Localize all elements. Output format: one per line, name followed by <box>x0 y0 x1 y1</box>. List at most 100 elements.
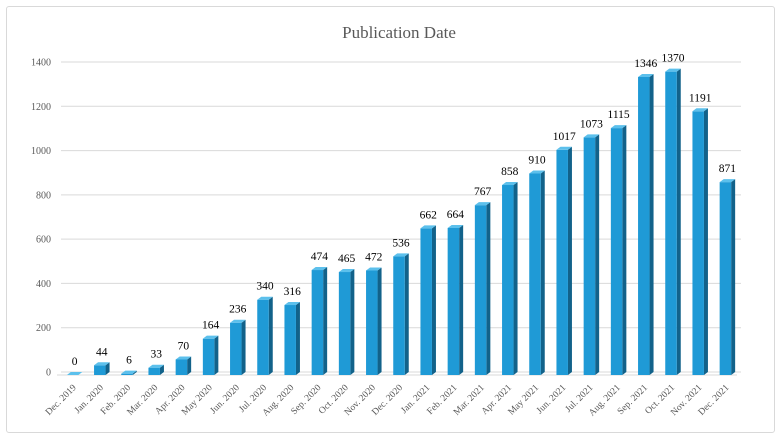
bar <box>66 372 83 375</box>
bar-side <box>486 202 491 375</box>
data-label: 767 <box>474 186 492 198</box>
bar-front <box>447 227 460 375</box>
bar-side <box>540 170 545 375</box>
data-label: 1370 <box>662 53 685 65</box>
bar <box>121 370 137 375</box>
y-tick-label: 1200 <box>31 102 51 113</box>
bar <box>719 179 736 375</box>
bar-top <box>474 202 491 206</box>
data-labels: 0 44 6 33 70 164 236 340 316 474 465 472 536 662 664 76… <box>72 53 737 368</box>
bar-front <box>230 322 242 375</box>
bar-front <box>502 185 514 375</box>
bar-top <box>502 182 518 186</box>
data-label: 858 <box>501 166 519 178</box>
data-label: 1017 <box>553 131 576 143</box>
bar-top <box>257 296 273 300</box>
bar-front <box>94 365 106 375</box>
bar-side <box>404 253 409 375</box>
bar-front <box>692 111 704 376</box>
bar-top <box>148 364 164 368</box>
bar-front <box>311 270 324 375</box>
x-tick-label: Jun. 2021 <box>535 383 568 416</box>
bar-front <box>338 272 351 375</box>
bar-side <box>567 146 572 375</box>
bar <box>94 362 110 375</box>
bar-top <box>420 225 436 229</box>
data-label: 662 <box>420 209 438 221</box>
bar-top <box>529 170 545 174</box>
data-label: 1073 <box>580 118 603 130</box>
bar-front <box>393 256 405 375</box>
data-label: 1115 <box>608 109 630 121</box>
bar-front <box>284 305 296 375</box>
bar <box>311 267 328 375</box>
y-tick-label: 600 <box>36 235 51 246</box>
bar-side <box>295 302 300 375</box>
data-label: 33 <box>150 349 162 361</box>
bar-front <box>556 149 568 375</box>
data-label: 910 <box>528 155 546 167</box>
bar <box>366 267 382 375</box>
bar-side <box>323 267 328 375</box>
bar-side <box>431 225 436 375</box>
bar <box>202 335 219 375</box>
bar <box>175 356 192 375</box>
bar-front <box>474 205 487 375</box>
data-label: 164 <box>202 320 220 332</box>
data-label: 236 <box>229 304 247 316</box>
bar <box>610 125 627 375</box>
bar <box>338 269 355 375</box>
data-label: 871 <box>719 163 737 175</box>
y-tick-label: 400 <box>36 279 51 290</box>
bar-top <box>719 179 736 183</box>
y-tick-label: 200 <box>36 323 51 334</box>
data-label: 44 <box>96 346 108 358</box>
data-label: 1191 <box>689 92 712 104</box>
chart-title: Publication Date <box>342 23 456 42</box>
bar-front <box>148 367 160 375</box>
bar <box>692 108 708 376</box>
bar-side <box>105 362 110 375</box>
bar-front <box>257 299 269 375</box>
bar-front <box>610 128 623 375</box>
data-label: 664 <box>447 209 465 221</box>
data-label: 316 <box>284 286 302 298</box>
bar-side <box>731 179 736 375</box>
data-label: 70 <box>178 341 190 353</box>
bar-side <box>132 370 137 375</box>
bar-side <box>159 364 164 375</box>
bar-front <box>121 373 133 375</box>
y-tick-label: 1000 <box>31 146 51 157</box>
bar-top <box>338 269 355 273</box>
data-label: 0 <box>72 356 78 368</box>
bar <box>529 170 545 375</box>
bar <box>502 182 518 375</box>
bar-side <box>676 68 681 375</box>
bar-side <box>241 319 246 375</box>
data-label: 340 <box>256 281 274 293</box>
bar-top <box>66 372 83 375</box>
bar-side <box>187 356 192 375</box>
chart-area: Publication Date 0 200 400 600 800 1000 1200 14… <box>6 6 775 433</box>
data-label: 536 <box>392 237 410 249</box>
bar-side <box>649 73 654 375</box>
bar <box>583 134 600 375</box>
bar-top <box>583 134 600 138</box>
bar-side <box>513 182 518 375</box>
bar-top <box>447 224 464 228</box>
bar-top <box>175 356 192 360</box>
data-label: 6 <box>126 355 132 367</box>
publication-date-chart: Publication Date 0 200 400 600 800 1000 1200 14… <box>31 23 741 419</box>
bar-side <box>595 134 600 375</box>
bar-top <box>638 73 654 77</box>
bars <box>66 68 736 376</box>
bar <box>665 68 681 376</box>
bar <box>393 253 409 375</box>
bar-top <box>311 267 328 271</box>
bar-top <box>121 370 137 374</box>
bar-front <box>719 182 732 375</box>
y-axis-ticks: 0 200 400 600 800 1000 1200 1400 <box>31 58 51 379</box>
bar-top <box>692 108 708 112</box>
bar-side <box>622 125 627 375</box>
